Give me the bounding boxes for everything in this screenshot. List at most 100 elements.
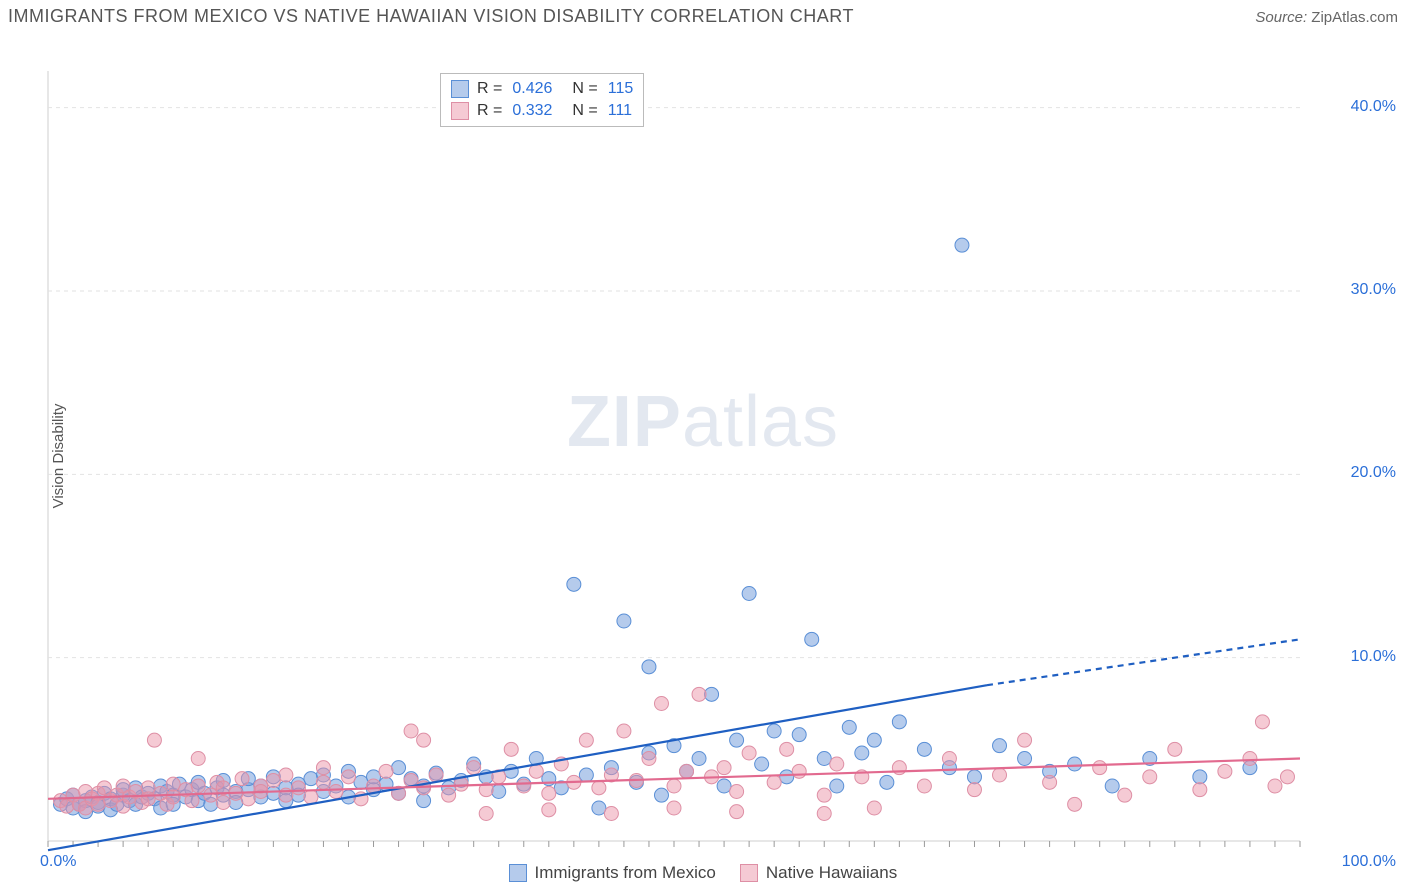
data-point	[1268, 779, 1282, 793]
data-point	[442, 788, 456, 802]
stats-legend: R =0.426 N =115 R =0.332 N =111	[440, 73, 644, 127]
data-point	[529, 764, 543, 778]
legend-label: Immigrants from Mexico	[535, 863, 716, 883]
data-point	[780, 742, 794, 756]
data-point	[730, 785, 744, 799]
legend-item: Immigrants from Mexico	[509, 863, 716, 883]
y-tick-label: 10.0%	[1351, 648, 1396, 666]
regression-line	[48, 685, 987, 850]
data-point	[479, 807, 493, 821]
data-point	[1093, 761, 1107, 775]
data-point	[767, 724, 781, 738]
data-point	[592, 781, 606, 795]
data-point	[185, 794, 199, 808]
data-point	[993, 739, 1007, 753]
data-point	[993, 768, 1007, 782]
data-point	[817, 752, 831, 766]
data-point	[830, 779, 844, 793]
legend-label: Native Hawaiians	[766, 863, 897, 883]
data-point	[742, 587, 756, 601]
data-point	[967, 783, 981, 797]
chart-title: IMMIGRANTS FROM MEXICO VS NATIVE HAWAIIA…	[8, 6, 854, 27]
data-point	[1193, 783, 1207, 797]
data-point	[1068, 797, 1082, 811]
data-point	[805, 632, 819, 646]
data-point	[680, 764, 694, 778]
data-point	[542, 786, 556, 800]
data-point	[316, 775, 330, 789]
r-value: 0.426	[512, 78, 552, 100]
data-point	[955, 238, 969, 252]
data-point	[279, 768, 293, 782]
data-point	[517, 779, 531, 793]
data-point	[304, 790, 318, 804]
data-point	[241, 792, 255, 806]
data-point	[842, 720, 856, 734]
data-point	[392, 761, 406, 775]
data-point	[504, 742, 518, 756]
data-point	[191, 779, 205, 793]
stats-row: R =0.332 N =111	[451, 100, 633, 122]
data-point	[617, 614, 631, 628]
scatter-chart	[0, 31, 1406, 881]
data-point	[717, 761, 731, 775]
data-point	[967, 770, 981, 784]
data-point	[417, 794, 431, 808]
data-point	[1193, 770, 1207, 784]
legend-swatch	[509, 864, 527, 882]
series-legend: Immigrants from Mexico Native Hawaiians	[509, 863, 898, 883]
legend-swatch	[451, 102, 469, 120]
data-point	[755, 757, 769, 771]
data-point	[917, 779, 931, 793]
source-label: Source:	[1255, 9, 1307, 26]
data-point	[705, 687, 719, 701]
data-point	[567, 577, 581, 591]
data-point	[579, 768, 593, 782]
data-point	[917, 742, 931, 756]
data-point	[1118, 788, 1132, 802]
data-point	[730, 805, 744, 819]
data-point	[1255, 715, 1269, 729]
data-point	[316, 761, 330, 775]
data-point	[692, 687, 706, 701]
data-point	[654, 697, 668, 711]
data-point	[1168, 742, 1182, 756]
data-point	[204, 788, 218, 802]
r-value: 0.332	[512, 100, 552, 122]
data-point	[830, 757, 844, 771]
data-point	[642, 752, 656, 766]
data-point	[579, 733, 593, 747]
data-point	[266, 774, 280, 788]
data-point	[492, 785, 506, 799]
data-point	[191, 752, 205, 766]
data-point	[942, 752, 956, 766]
data-point	[1143, 770, 1157, 784]
data-point	[141, 792, 155, 806]
data-point	[792, 764, 806, 778]
data-point	[367, 779, 381, 793]
data-point	[417, 733, 431, 747]
n-value: 111	[608, 100, 632, 122]
data-point	[692, 752, 706, 766]
data-point	[1018, 752, 1032, 766]
source-value: ZipAtlas.com	[1311, 9, 1398, 26]
data-point	[717, 779, 731, 793]
data-point	[166, 777, 180, 791]
stats-row: R =0.426 N =115	[451, 78, 633, 100]
regression-extrapolation	[987, 639, 1300, 685]
data-point	[1043, 775, 1057, 789]
data-point	[429, 768, 443, 782]
data-point	[780, 770, 794, 784]
data-point	[867, 733, 881, 747]
data-point	[1218, 764, 1232, 778]
data-point	[304, 772, 318, 786]
data-point	[166, 790, 180, 804]
data-point	[880, 775, 894, 789]
y-tick-label: 40.0%	[1351, 98, 1396, 116]
legend-swatch	[451, 80, 469, 98]
n-label: N =	[572, 100, 597, 122]
data-point	[216, 796, 230, 810]
data-point	[379, 764, 393, 778]
data-point	[792, 728, 806, 742]
data-point	[667, 779, 681, 793]
